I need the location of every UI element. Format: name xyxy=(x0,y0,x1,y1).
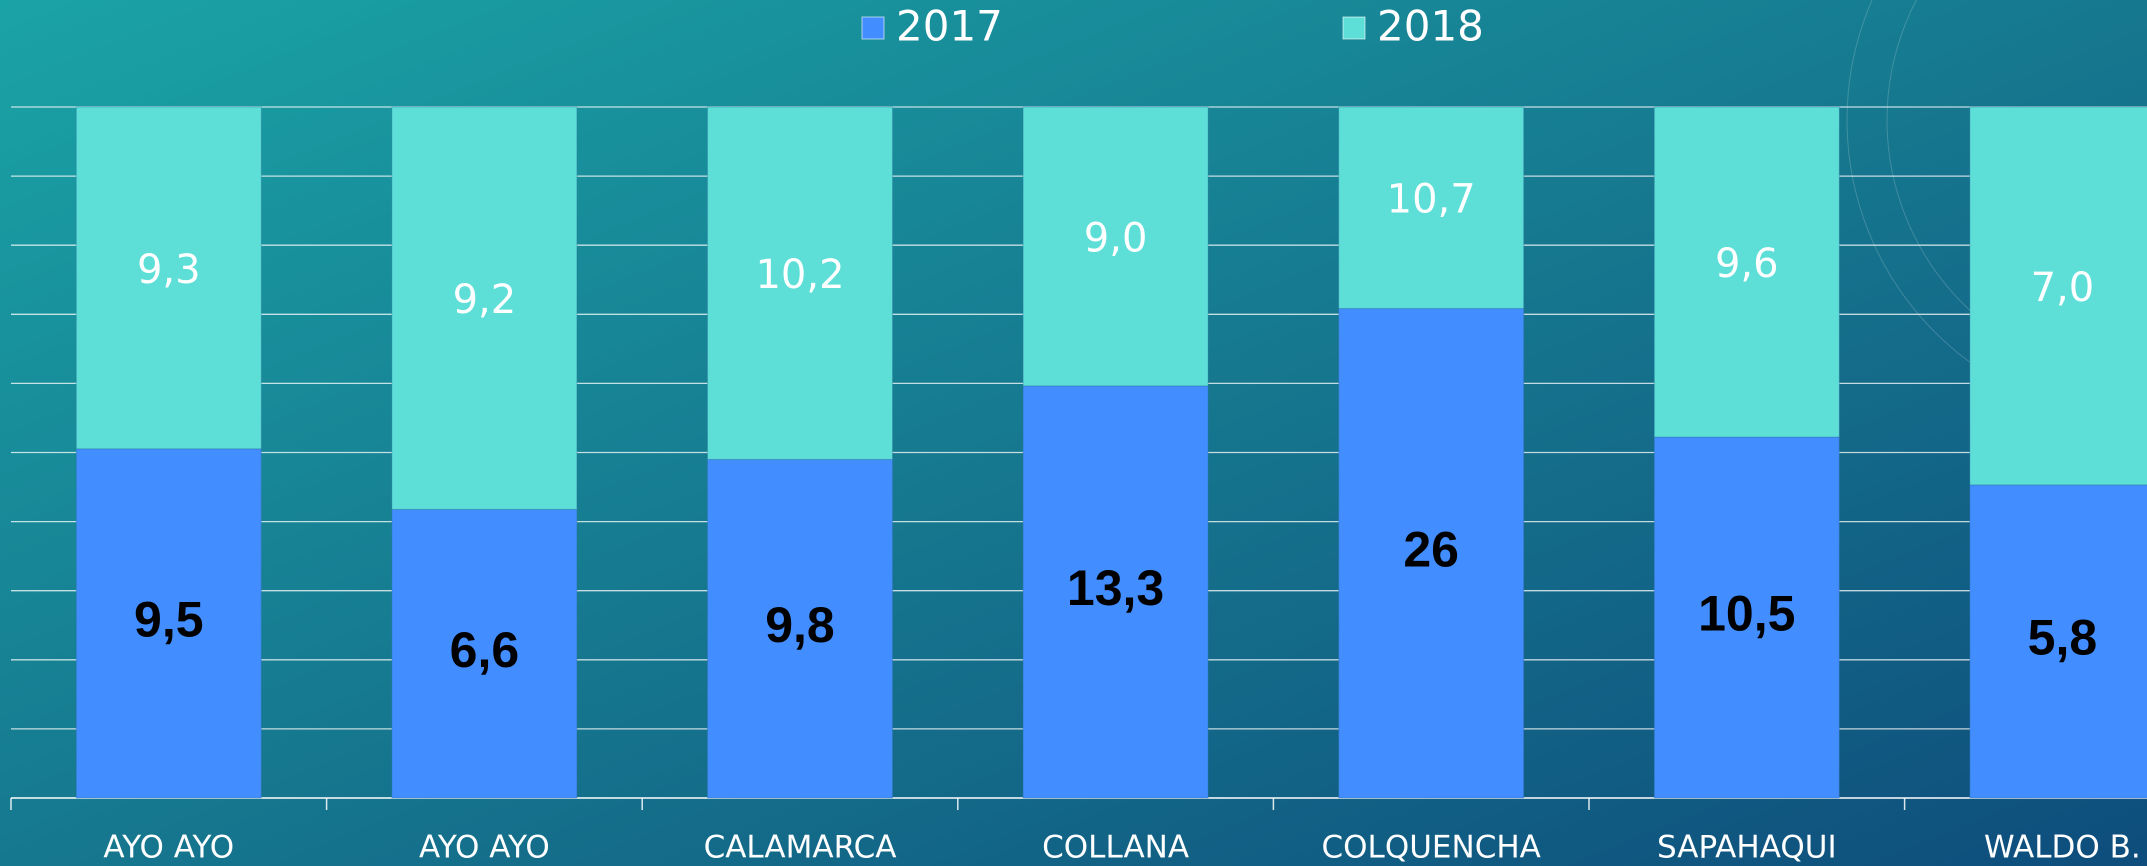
data-label: 10,7 xyxy=(1387,177,1476,223)
legend-label: 2018 xyxy=(1377,2,1484,51)
x-tick-label: AYO AYO xyxy=(419,830,550,866)
bar-segment xyxy=(1338,106,1525,309)
bar-segment xyxy=(75,106,262,450)
x-tick-label: AYO AYO xyxy=(103,830,234,866)
legend-swatch xyxy=(1342,16,1366,40)
data-label: 9,5 xyxy=(134,592,204,648)
x-tick-label: SAPAHAQUI xyxy=(1657,830,1837,866)
data-label: 5,8 xyxy=(2028,610,2098,666)
x-tick-label: COLLANA xyxy=(1042,830,1189,866)
data-label: 13,3 xyxy=(1067,560,1164,616)
data-label: 9,0 xyxy=(1084,215,1148,261)
x-tick-label: CALAMARCA xyxy=(704,830,897,866)
data-label: 10,2 xyxy=(755,252,844,298)
data-label: 9,2 xyxy=(453,277,517,323)
data-label: 26 xyxy=(1403,521,1459,577)
bar-segment xyxy=(707,458,893,799)
bar-segment xyxy=(1969,106,2147,486)
data-label: 9,8 xyxy=(765,597,835,653)
bar-segment xyxy=(1653,106,1840,438)
data-label: 9,3 xyxy=(137,247,201,293)
x-tick-label: COLQUENCHA xyxy=(1322,830,1541,866)
bar-segment xyxy=(1022,106,1209,387)
bar-segment xyxy=(1022,385,1209,799)
data-label: 6,6 xyxy=(450,622,520,678)
x-tick-label: WALDO B. xyxy=(1984,830,2141,866)
data-label: 7,0 xyxy=(2031,265,2095,311)
data-label: 9,6 xyxy=(1715,241,1779,287)
decoration xyxy=(1846,0,2147,421)
legend-label: 2017 xyxy=(896,2,1003,51)
bar-segment xyxy=(707,106,893,460)
bar-segment xyxy=(391,106,578,510)
bar-segment xyxy=(75,448,262,799)
bar-segment xyxy=(1653,436,1840,799)
bar-segment xyxy=(391,508,578,799)
legend-swatch xyxy=(861,16,885,40)
bar-segment xyxy=(1969,484,2147,799)
data-label: 10,5 xyxy=(1698,586,1795,642)
bar-segment xyxy=(1338,307,1525,799)
